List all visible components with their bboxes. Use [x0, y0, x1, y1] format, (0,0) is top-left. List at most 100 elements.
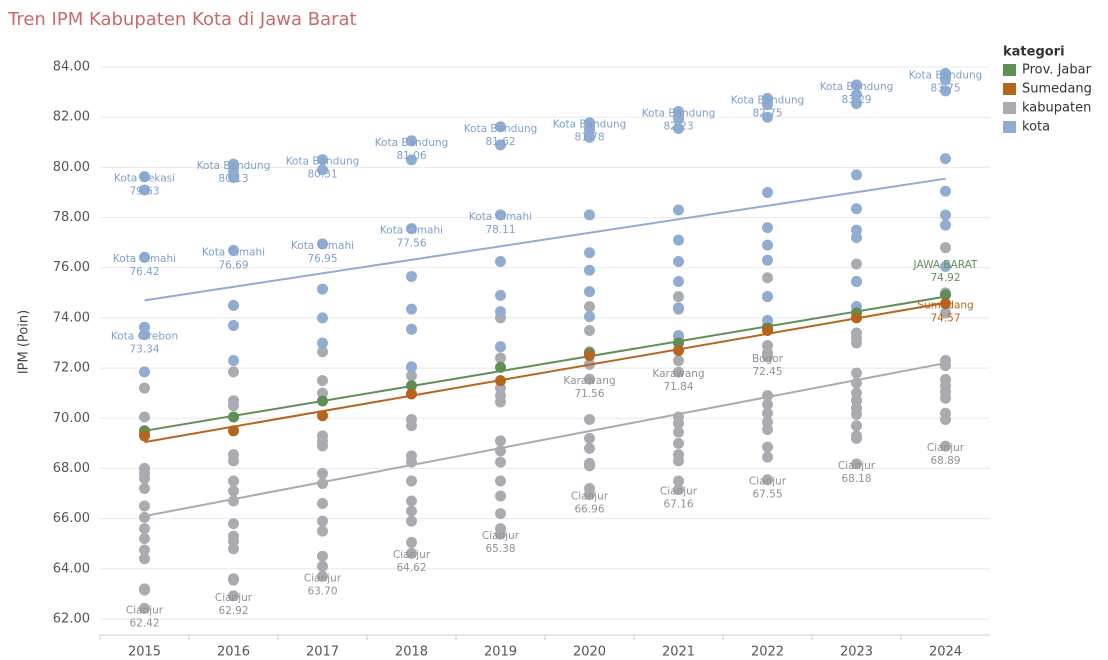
point	[317, 312, 328, 324]
annotation-name: Kota Bandung	[731, 94, 805, 106]
point	[762, 111, 773, 123]
point	[584, 414, 595, 426]
x-tick-label: 2024	[929, 645, 962, 660]
point	[584, 460, 595, 472]
legend-swatch	[1003, 102, 1016, 114]
point	[406, 388, 417, 400]
y-tick-label: 82.00	[53, 110, 90, 125]
point	[495, 382, 506, 394]
annotation-value: 80.31	[307, 169, 337, 181]
annotation-value: 62.42	[129, 617, 159, 629]
annotation-value: 83.75	[930, 82, 960, 94]
point	[139, 366, 150, 378]
point	[762, 186, 773, 198]
annotation-name: Kota Cimahi	[469, 211, 532, 223]
point	[851, 367, 862, 379]
point	[317, 337, 328, 349]
point	[673, 291, 684, 303]
point	[584, 247, 595, 259]
point	[139, 171, 150, 183]
point	[673, 255, 684, 267]
point	[673, 455, 684, 467]
point	[228, 171, 239, 183]
point	[940, 360, 951, 372]
annotation-value: 82.75	[752, 107, 782, 119]
y-tick-label: 78.00	[53, 210, 90, 225]
point	[139, 472, 150, 484]
point	[317, 515, 328, 527]
annotation-value: 74.57	[930, 313, 960, 325]
point	[495, 289, 506, 301]
annotation-value: 74.92	[930, 272, 960, 284]
point	[228, 518, 239, 530]
point	[940, 414, 951, 426]
point	[495, 508, 506, 520]
point	[762, 351, 773, 363]
point	[584, 124, 595, 136]
point	[406, 475, 417, 487]
point	[762, 441, 773, 453]
x-tick-label: 2022	[751, 645, 784, 660]
point	[317, 395, 328, 407]
x-tick-label: 2015	[128, 645, 161, 660]
point	[406, 380, 417, 392]
x-tick-label: 2019	[484, 645, 517, 660]
annotation-value: 68.89	[930, 455, 960, 467]
point	[851, 224, 862, 236]
point	[584, 432, 595, 444]
point	[317, 570, 328, 582]
point	[228, 400, 239, 412]
y-tick-label: 84.00	[53, 60, 90, 75]
point	[495, 121, 506, 133]
point	[940, 242, 951, 254]
point	[673, 112, 684, 124]
annotation-value: 81.06	[396, 150, 426, 162]
point	[851, 258, 862, 270]
point	[228, 535, 239, 547]
point	[673, 355, 684, 367]
point	[762, 424, 773, 436]
point	[495, 361, 506, 373]
point	[851, 89, 862, 101]
point	[762, 222, 773, 234]
point	[406, 536, 417, 548]
annotation-name: Kota Cimahi	[380, 225, 443, 237]
point	[139, 544, 150, 556]
point	[139, 533, 150, 545]
point	[851, 337, 862, 349]
point	[228, 355, 239, 367]
legend-label: Sumedang	[1022, 82, 1092, 97]
annotation-name: Kota Bandung	[286, 156, 360, 168]
y-tick-label: 64.00	[53, 561, 90, 576]
x-tick-label: 2021	[662, 645, 695, 660]
annotation-name: Cianjur	[571, 491, 609, 503]
point	[139, 411, 150, 423]
point	[851, 97, 862, 109]
point	[317, 387, 328, 399]
y-tick-label: 74.00	[53, 310, 90, 325]
point	[495, 528, 506, 540]
point	[584, 131, 595, 143]
legend-swatch	[1003, 64, 1016, 76]
point	[228, 455, 239, 467]
point	[406, 495, 417, 507]
annotation-value: 76.95	[307, 253, 337, 265]
trend-line	[144, 177, 946, 302]
annotation-name: Kota Cirebon	[111, 330, 178, 342]
annotation-name: Cianjur	[304, 572, 342, 584]
annotation-name: Kota Bandung	[909, 69, 983, 81]
point	[940, 209, 951, 221]
point	[851, 312, 862, 324]
legend-label: Prov. Jabar	[1022, 63, 1092, 78]
point	[139, 328, 150, 340]
annotation-name: Kota Bandung	[642, 107, 716, 119]
point	[673, 484, 684, 496]
point	[940, 440, 951, 452]
annotation-value: 71.84	[663, 381, 693, 393]
x-tick-label: 2016	[217, 645, 250, 660]
trend-line	[144, 362, 946, 518]
y-tick-label: 76.00	[53, 260, 90, 275]
point	[317, 550, 328, 562]
point	[139, 482, 150, 494]
annotation-name: JAWA BARAT	[913, 259, 978, 271]
